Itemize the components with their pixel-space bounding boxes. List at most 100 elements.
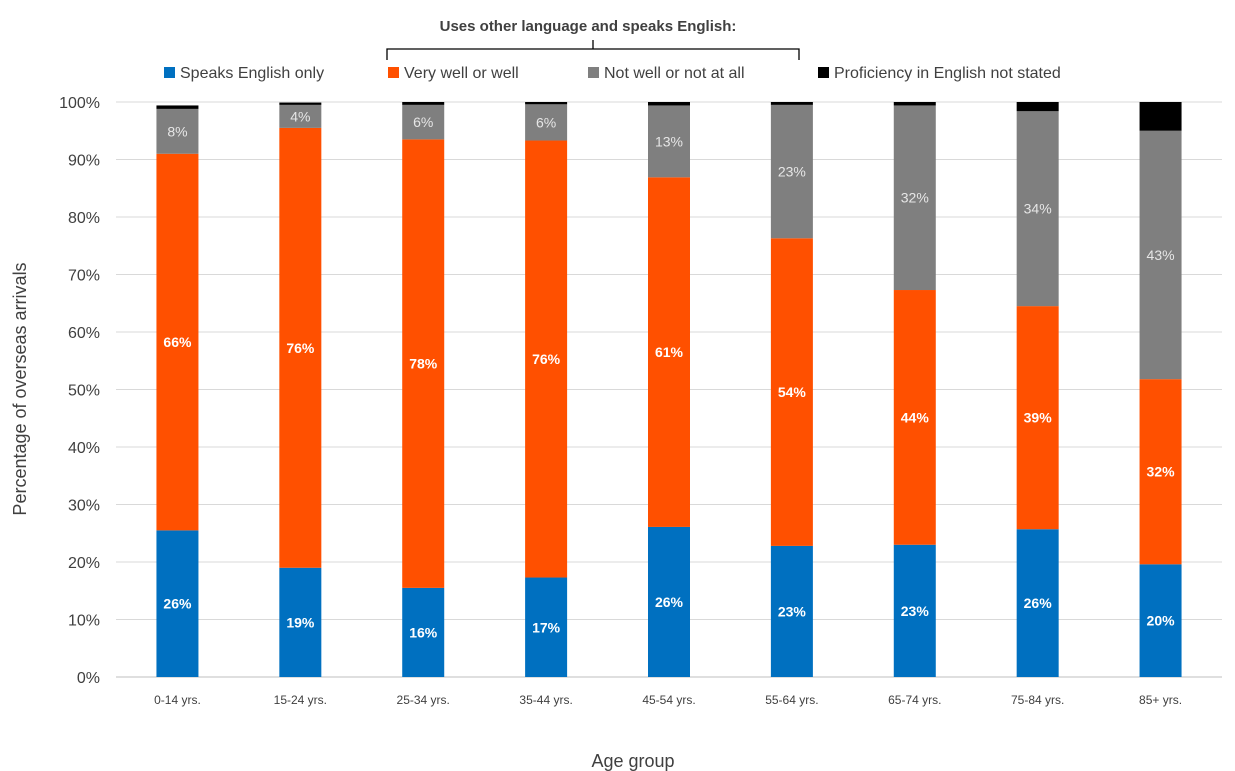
bar-segment (279, 102, 322, 105)
bar-segment (279, 127, 322, 568)
bar-segment (893, 102, 936, 106)
data-label: 23% (778, 164, 806, 180)
axes: 0% 10% 20% 30% 40% 50% 60% 70% 80% 90% 100% 0-14 yr… (59, 95, 1182, 707)
data-label: 26% (655, 594, 684, 610)
data-label: 26% (1024, 595, 1053, 611)
bar-segment (525, 577, 568, 677)
bar-segment (1016, 529, 1059, 677)
data-label: 76% (286, 340, 315, 356)
legend-item: Speaks English only (164, 65, 324, 82)
data-label: 20% (1147, 613, 1176, 629)
y-tick-label: 90% (68, 153, 100, 170)
legend-item: Proficiency in English not stated (818, 65, 1061, 82)
data-label: 39% (1024, 410, 1053, 426)
x-tick-label: 65-74 yrs. (888, 693, 941, 707)
bar-segment (648, 105, 690, 178)
data-label: 43% (1147, 247, 1175, 263)
data-label: 61% (655, 344, 684, 360)
bars: 26% 66% 8% 19% 76% 4% 16% 78% 6% 17% 76% 6% 26% 61% 13… (156, 102, 1182, 677)
bar-segment (402, 587, 445, 677)
data-label: 78% (409, 356, 438, 372)
data-label: 13% (655, 133, 683, 149)
bar-segment (1139, 130, 1182, 380)
bar-segment (402, 104, 445, 140)
data-label: 66% (163, 334, 192, 350)
bar-segment (893, 105, 936, 291)
bar-segment (402, 139, 445, 588)
x-axis-title: Age group (591, 751, 674, 771)
bar-segment (525, 104, 568, 141)
y-tick-label: 80% (68, 210, 100, 227)
x-tick-label: 75-84 yrs. (1011, 693, 1064, 707)
bar-segment (1016, 111, 1059, 307)
y-tick-label: 60% (68, 325, 100, 342)
legend-label: Very well or well (404, 65, 519, 82)
bar-segment (893, 544, 936, 677)
data-label: 26% (163, 596, 192, 612)
y-tick-label: 40% (68, 440, 100, 457)
y-tick-label: 100% (59, 95, 100, 112)
y-tick-label: 30% (68, 498, 100, 515)
legend-swatch (164, 67, 175, 78)
data-label: 23% (778, 603, 807, 619)
bar-segment (156, 530, 199, 677)
bar-segment (1139, 379, 1182, 565)
legend-item: Not well or not at all (588, 65, 745, 82)
bar-segment (156, 153, 199, 531)
bar-segment (770, 102, 813, 105)
bar-segment (156, 105, 199, 109)
x-tick-label: 25-34 yrs. (397, 693, 450, 707)
legend: Speaks English only Very well or well Not … (164, 65, 1061, 82)
bar-segment (1016, 102, 1059, 112)
bar-segment (279, 567, 322, 677)
bar-segment (648, 177, 690, 527)
x-tick-label: 35-44 yrs. (519, 693, 572, 707)
legend-swatch (588, 67, 599, 78)
bar-segment (770, 545, 813, 677)
data-label: 4% (290, 108, 310, 124)
y-tick-label: 0% (77, 670, 100, 687)
bar-segment (1139, 564, 1182, 677)
data-label: 17% (532, 619, 561, 635)
x-tick-label: 0-14 yrs. (154, 693, 201, 707)
bar-segment (1139, 102, 1182, 131)
bar-segment (648, 526, 690, 677)
bar-segment (648, 102, 690, 106)
bar-segment (525, 140, 568, 578)
bar-segment (893, 290, 936, 545)
data-label: 8% (167, 123, 187, 139)
bar-segment (1016, 306, 1059, 530)
bar-segment (525, 102, 568, 105)
y-tick-label: 70% (68, 268, 100, 285)
legend-swatch (388, 67, 399, 78)
data-label: 16% (409, 624, 438, 640)
y-tick-label: 20% (68, 555, 100, 572)
x-tick-label: 15-24 yrs. (274, 693, 327, 707)
data-label: 19% (286, 614, 315, 630)
data-label: 32% (901, 190, 929, 206)
bar-segment (279, 104, 322, 128)
legend-label: Speaks English only (180, 65, 324, 82)
data-label: 23% (901, 603, 930, 619)
legend-label: Proficiency in English not stated (834, 65, 1061, 82)
y-tick-label: 10% (68, 613, 100, 630)
y-tick-label: 50% (68, 383, 100, 400)
bar-segment (770, 238, 813, 546)
bar-segment (770, 104, 813, 239)
data-label: 32% (1147, 464, 1176, 480)
data-label: 6% (536, 114, 556, 130)
bar-segment (156, 108, 199, 154)
data-label: 34% (1024, 201, 1052, 217)
x-tick-label: 85+ yrs. (1139, 693, 1182, 707)
data-label: 6% (413, 114, 433, 130)
data-label: 44% (901, 409, 930, 425)
legend-swatch (818, 67, 829, 78)
legend-bracket (386, 40, 800, 60)
x-tick-label: 45-54 yrs. (642, 693, 695, 707)
data-label: 76% (532, 351, 561, 367)
bar-segment (402, 102, 445, 105)
x-tick-label: 55-64 yrs. (765, 693, 818, 707)
bracket-label: Uses other language and speaks English: (440, 18, 737, 35)
legend-label: Not well or not at all (604, 65, 745, 82)
